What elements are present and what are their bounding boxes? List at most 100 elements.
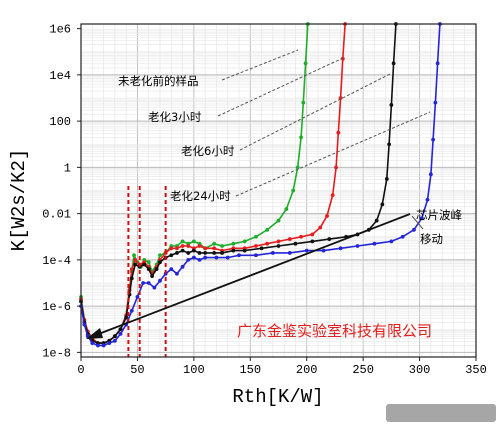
data-point-green — [276, 218, 281, 223]
data-point-blue — [237, 253, 241, 258]
annotation-lines — [86, 49, 431, 339]
data-point-black — [220, 251, 224, 255]
series-layer — [79, 22, 442, 348]
data-point-blue — [372, 241, 377, 246]
data-point-blue — [141, 281, 145, 285]
data-point-green — [231, 241, 236, 246]
data-point-green — [132, 253, 136, 258]
data-point-black — [142, 262, 147, 267]
data-point-blue — [146, 281, 151, 285]
data-point-black — [197, 251, 202, 255]
annotation-chip-peak-line1: 芯片波峰 — [416, 208, 462, 222]
y-tick-label: 1 — [64, 161, 71, 175]
data-point-red — [340, 56, 345, 61]
data-point-blue — [428, 172, 433, 177]
data-point-black — [259, 246, 264, 251]
y-tick-label: 1e-6 — [42, 300, 71, 314]
data-point-blue — [82, 322, 87, 327]
data-point-green — [295, 165, 300, 170]
data-point-red — [338, 96, 343, 100]
x-axis-title: Rth[K/W] — [232, 386, 323, 408]
y-tick-label: 0.01 — [42, 208, 71, 222]
grid-lines — [80, 24, 477, 357]
annotation-aged-3h: 老化3小时 — [148, 110, 202, 124]
data-point-red — [330, 193, 335, 198]
data-point-black — [380, 202, 385, 207]
peak-shift-arrow-line — [95, 213, 411, 336]
data-point-green — [191, 239, 196, 244]
data-point-blue — [435, 61, 440, 66]
data-point-red — [133, 257, 138, 262]
data-point-blue — [203, 255, 208, 260]
y-tick-label: 100 — [49, 115, 71, 129]
annotation-aged-6h: 老化6小时 — [181, 144, 235, 158]
data-point-blue — [389, 239, 394, 244]
data-point-red — [287, 237, 292, 241]
data-point-blue — [225, 255, 230, 260]
data-point-black — [146, 267, 151, 272]
data-point-green — [212, 241, 217, 246]
x-tick-label: 250 — [352, 363, 374, 377]
data-point-green — [303, 61, 308, 66]
data-point-red — [276, 239, 281, 244]
data-point-blue — [107, 341, 112, 346]
data-point-blue — [431, 137, 436, 142]
data-point-black — [175, 251, 179, 255]
data-point-green — [291, 188, 296, 193]
data-point-black — [150, 274, 155, 278]
data-point-red — [254, 244, 258, 248]
watermark: 搜狐号@金鉴实验室 — [391, 406, 499, 421]
data-point-black — [129, 276, 134, 281]
data-point-blue — [412, 227, 416, 232]
data-point-red — [265, 241, 270, 246]
data-point-red — [175, 246, 179, 251]
data-point-blue — [186, 257, 191, 262]
data-point-black — [118, 327, 123, 332]
data-point-blue — [169, 267, 174, 272]
data-point-red — [334, 165, 338, 170]
data-point-black — [327, 237, 332, 241]
annotation-leader-line — [411, 215, 424, 230]
x-tick-label: 300 — [409, 363, 431, 377]
data-point-green — [301, 100, 306, 105]
annotation-leader-line — [239, 73, 391, 151]
data-point-black — [231, 248, 236, 253]
data-point-black — [212, 251, 217, 255]
x-tick-label: 150 — [239, 363, 261, 377]
y-tick-labels: 1e-8 1e-6 1e-4 0.01 1 100 1e4 1e6 — [42, 23, 81, 360]
data-point-green — [220, 244, 224, 248]
data-point-blue — [287, 251, 292, 255]
data-point-black — [242, 248, 247, 253]
data-point-black — [293, 241, 298, 246]
data-point-red — [325, 214, 329, 218]
data-point-black — [154, 267, 159, 272]
data-point-black — [384, 177, 389, 181]
data-point-black — [191, 248, 196, 253]
data-point-blue — [175, 271, 179, 276]
x-tick-labels: 0 50 100 150 200 250 300 350 — [77, 357, 487, 377]
data-point-blue — [419, 216, 424, 221]
annotation-leader-line — [235, 111, 431, 197]
data-point-blue — [270, 251, 275, 255]
data-point-green — [242, 239, 247, 244]
data-point-blue — [118, 331, 123, 336]
data-point-green — [284, 207, 289, 211]
data-point-blue — [338, 246, 343, 251]
data-point-red — [203, 246, 208, 251]
data-point-blue — [101, 343, 106, 348]
x-tick-label: 200 — [296, 363, 318, 377]
y-tick-label: 1e6 — [49, 23, 71, 37]
x-tick-label: 50 — [130, 363, 144, 377]
annotation-leader-line — [217, 57, 344, 117]
annotation-chip-peak-line2: 移动 — [420, 232, 443, 246]
annotation-unaged-sample: 未老化前的样品 — [118, 74, 199, 88]
y-tick-label: 1e4 — [49, 69, 71, 83]
annotation-aged-24h: 老化24小时 — [170, 189, 231, 203]
data-point-black — [133, 262, 138, 267]
data-point-black — [310, 239, 315, 244]
data-point-black — [169, 253, 174, 258]
data-point-red — [129, 267, 134, 272]
data-point-black — [387, 142, 391, 147]
company-label: 广东金鉴实验室科技有限公司 — [237, 322, 432, 340]
